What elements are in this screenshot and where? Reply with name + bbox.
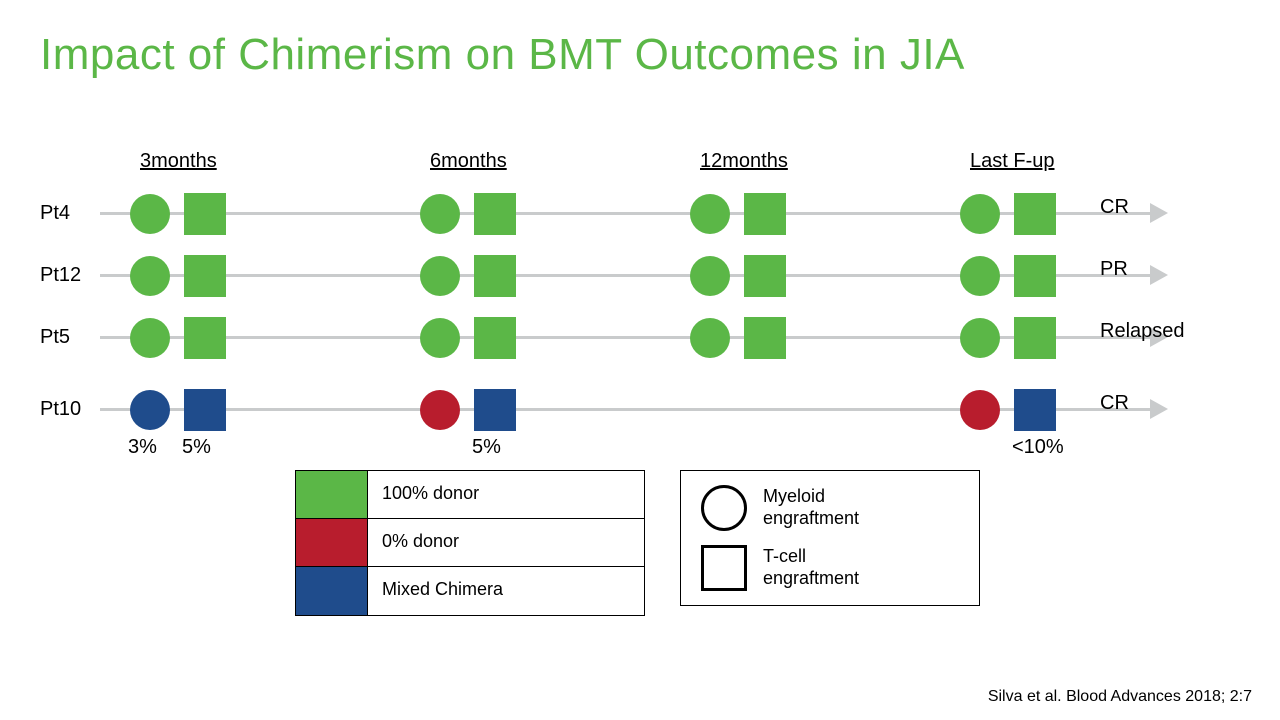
arrow-head-icon	[1150, 203, 1168, 223]
tcell-marker-icon	[184, 317, 226, 359]
percent-label: <10%	[1012, 436, 1064, 459]
tcell-marker-icon	[474, 255, 516, 297]
myeloid-marker-icon	[130, 390, 170, 430]
outcome-label: PR	[1100, 258, 1128, 281]
legend-swatch-icon	[296, 567, 368, 615]
tcell-marker-icon	[744, 193, 786, 235]
legend-label: T-cell engraftment	[763, 546, 883, 589]
tcell-marker-icon	[744, 317, 786, 359]
tcell-marker-icon	[474, 193, 516, 235]
patient-label: Pt5	[40, 326, 70, 349]
outcome-label: CR	[1100, 196, 1129, 219]
myeloid-marker-icon	[420, 256, 460, 296]
color-legend: 100% donor0% donorMixed Chimera	[295, 470, 645, 616]
legend-row: Myeloid engraftment	[701, 485, 959, 531]
myeloid-marker-icon	[130, 194, 170, 234]
myeloid-marker-icon	[420, 194, 460, 234]
patient-label: Pt10	[40, 398, 81, 421]
legend-swatch-icon	[296, 519, 368, 566]
myeloid-marker-icon	[690, 194, 730, 234]
page-title: Impact of Chimerism on BMT Outcomes in J…	[40, 30, 965, 81]
patient-row: Pt5 Relapsed	[40, 314, 1240, 364]
myeloid-marker-icon	[420, 318, 460, 358]
myeloid-marker-icon	[420, 390, 460, 430]
myeloid-marker-icon	[690, 318, 730, 358]
legend-label: 0% donor	[368, 519, 644, 566]
patient-label: Pt12	[40, 264, 81, 287]
tcell-marker-icon	[1014, 389, 1056, 431]
shape-legend: Myeloid engraftment T-cell engraftment	[680, 470, 980, 606]
arrow-head-icon	[1150, 399, 1168, 419]
patient-row: Pt4 CR	[40, 190, 1240, 240]
legend-label: Mixed Chimera	[368, 567, 644, 615]
arrow-head-icon	[1150, 265, 1168, 285]
patient-label: Pt4	[40, 202, 70, 225]
tcell-marker-icon	[184, 255, 226, 297]
legend-swatch-icon	[296, 471, 368, 518]
patient-row: Pt12 PR	[40, 252, 1240, 302]
square-icon	[701, 545, 747, 591]
myeloid-marker-icon	[130, 318, 170, 358]
tcell-marker-icon	[1014, 255, 1056, 297]
tcell-marker-icon	[184, 193, 226, 235]
legend-label: Myeloid engraftment	[763, 486, 883, 529]
myeloid-marker-icon	[960, 256, 1000, 296]
myeloid-marker-icon	[960, 194, 1000, 234]
citation-text: Silva et al. Blood Advances 2018; 2:7	[988, 688, 1252, 706]
myeloid-marker-icon	[960, 390, 1000, 430]
tcell-marker-icon	[1014, 317, 1056, 359]
patient-row: Pt103%5%5%<10%CR	[40, 386, 1240, 436]
legend-row: Mixed Chimera	[296, 567, 644, 615]
timepoint-header: 12months	[700, 150, 788, 173]
circle-icon	[701, 485, 747, 531]
legend-row: T-cell engraftment	[701, 545, 959, 591]
legend-label: 100% donor	[368, 471, 644, 518]
timepoint-header: 3months	[140, 150, 217, 173]
timepoint-header: 6months	[430, 150, 507, 173]
myeloid-marker-icon	[960, 318, 1000, 358]
percent-label: 5%	[472, 436, 501, 459]
tcell-marker-icon	[184, 389, 226, 431]
myeloid-marker-icon	[690, 256, 730, 296]
percent-label: 5%	[182, 436, 211, 459]
legend-row: 100% donor	[296, 471, 644, 519]
outcome-label: Relapsed	[1100, 320, 1185, 343]
myeloid-marker-icon	[130, 256, 170, 296]
timepoint-header: Last F-up	[970, 150, 1054, 173]
outcome-label: CR	[1100, 392, 1129, 415]
tcell-marker-icon	[474, 389, 516, 431]
tcell-marker-icon	[474, 317, 516, 359]
tcell-marker-icon	[744, 255, 786, 297]
percent-label: 3%	[128, 436, 157, 459]
tcell-marker-icon	[1014, 193, 1056, 235]
legend-row: 0% donor	[296, 519, 644, 567]
